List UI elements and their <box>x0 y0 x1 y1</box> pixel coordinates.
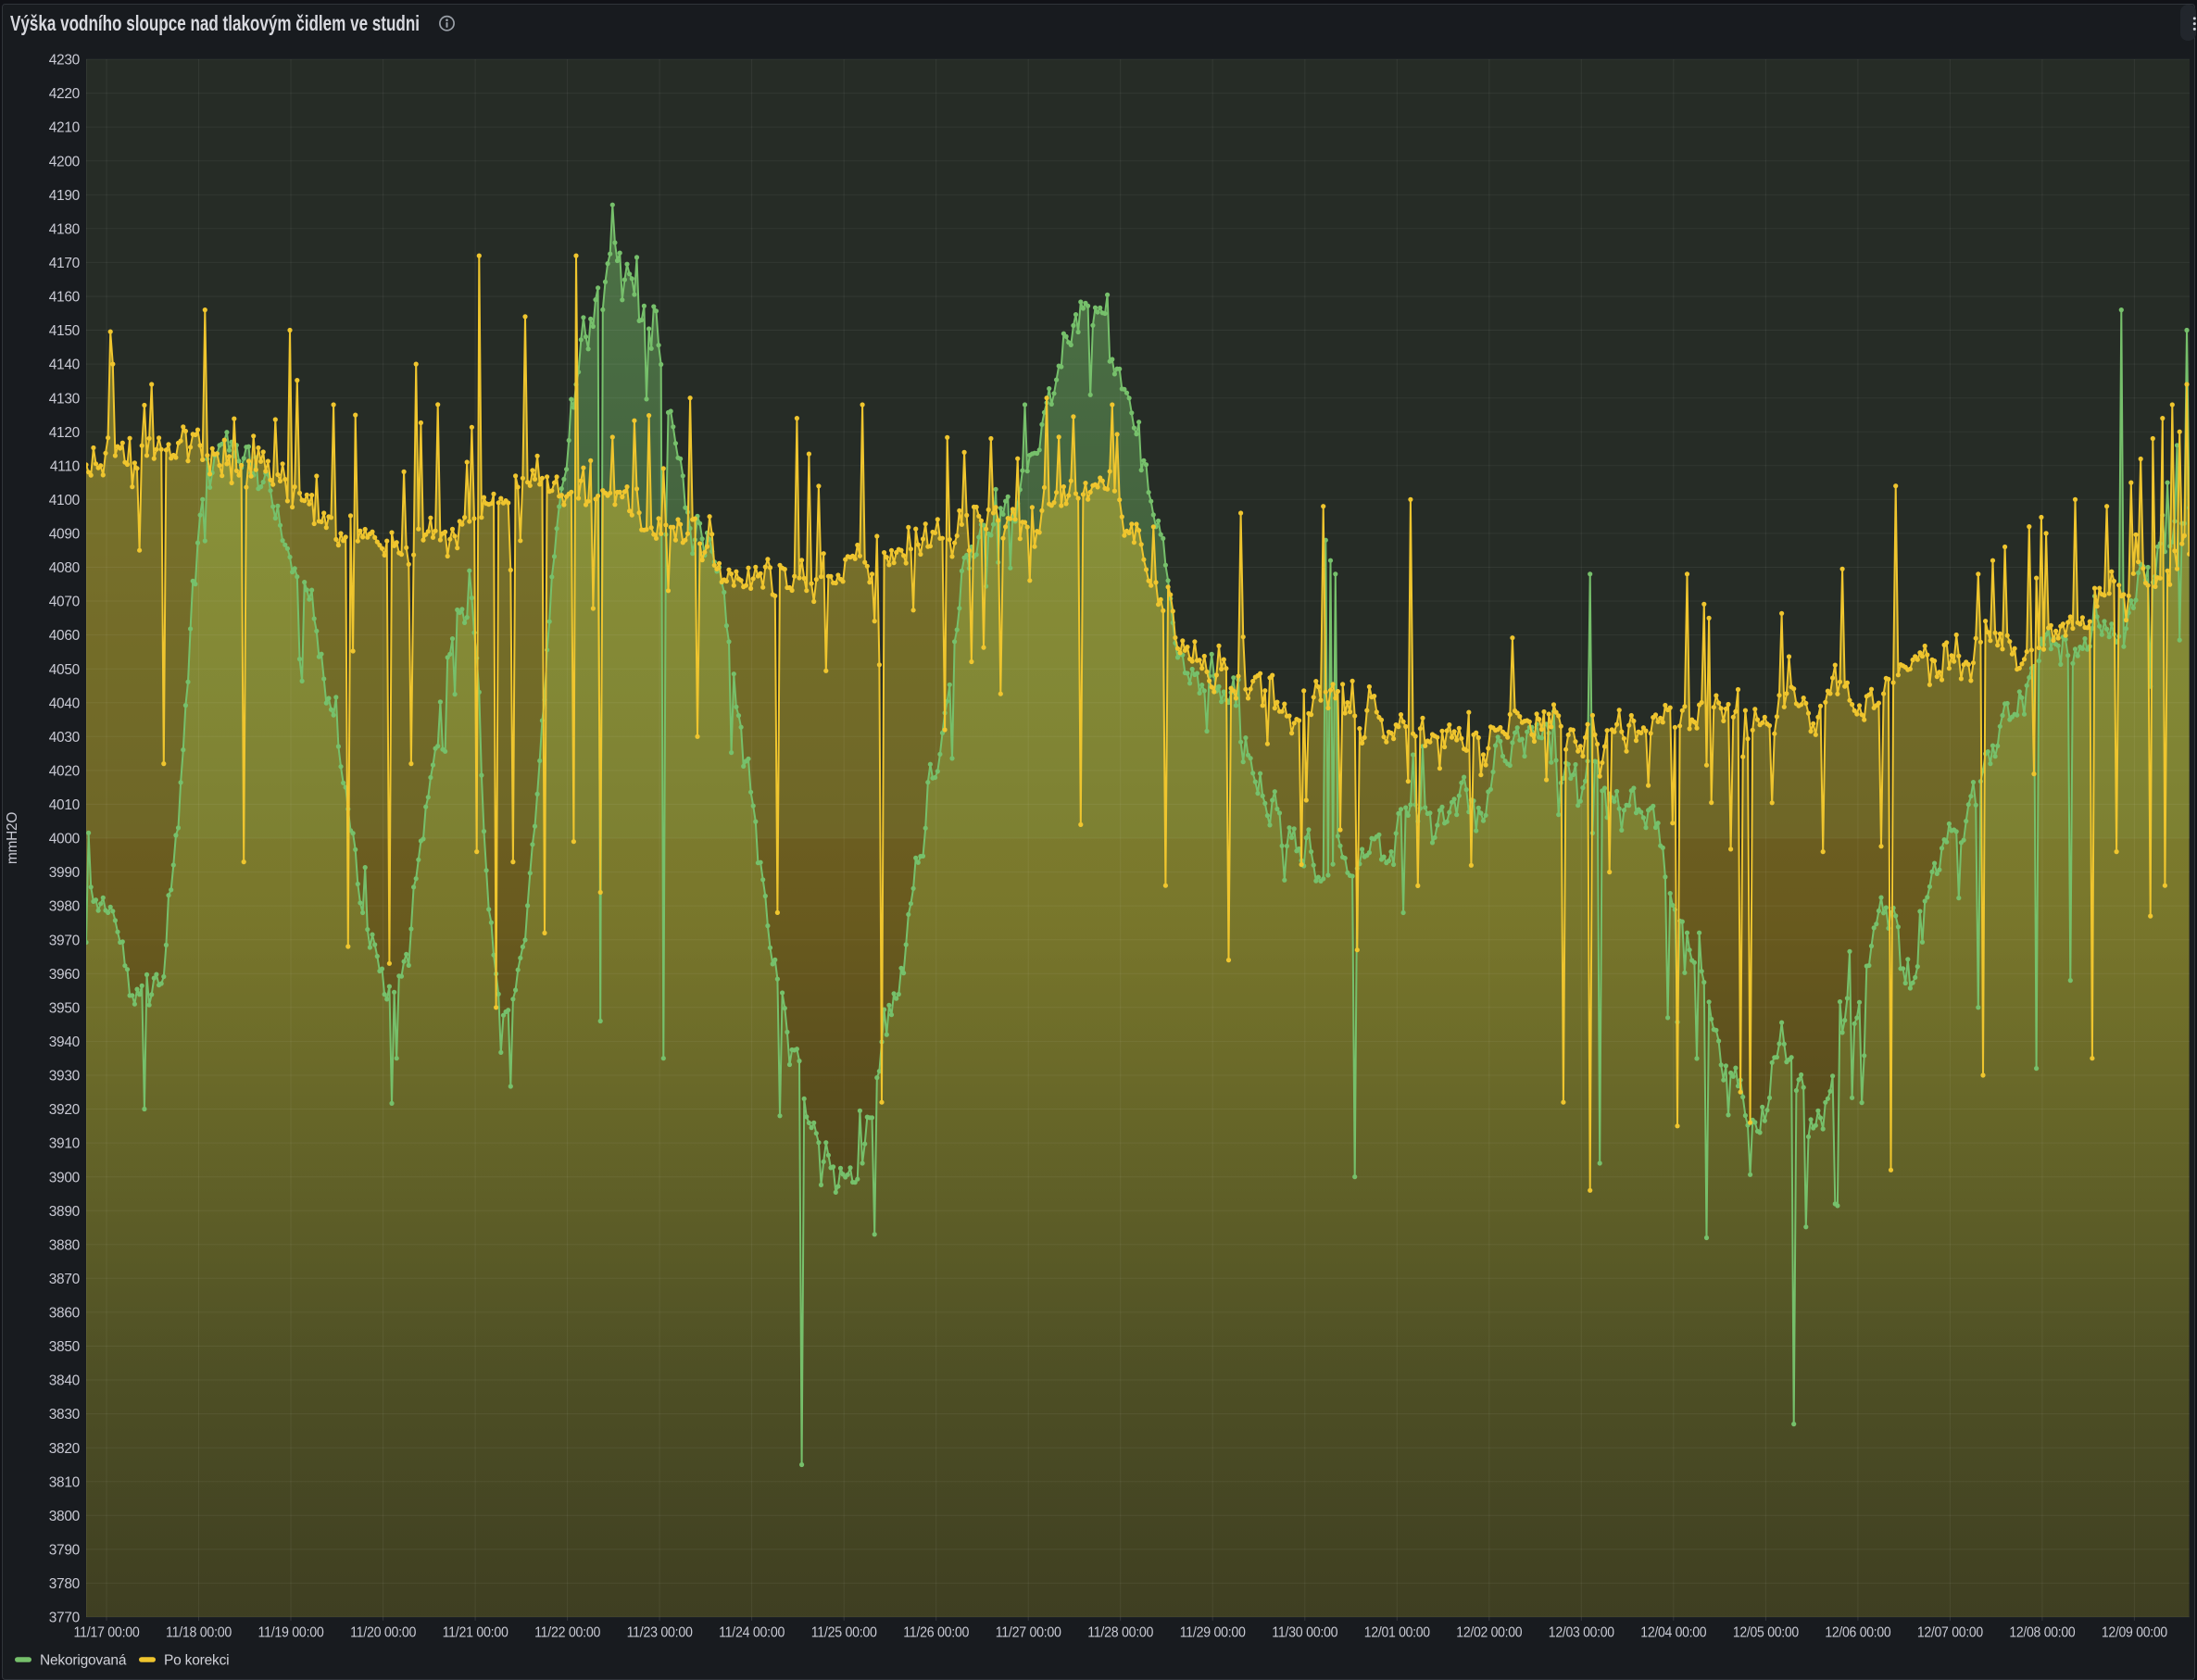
svg-text:11/30 00:00: 11/30 00:00 <box>1272 1625 1338 1641</box>
svg-text:11/28 00:00: 11/28 00:00 <box>1087 1625 1154 1641</box>
svg-text:12/09 00:00: 12/09 00:00 <box>2102 1625 2168 1641</box>
svg-text:12/08 00:00: 12/08 00:00 <box>2009 1625 2076 1641</box>
svg-text:4050: 4050 <box>49 662 81 678</box>
svg-text:4220: 4220 <box>49 86 81 102</box>
svg-text:Nekorigovaná: Nekorigovaná <box>40 1653 127 1669</box>
svg-text:3950: 3950 <box>49 1000 81 1016</box>
svg-text:12/02 00:00: 12/02 00:00 <box>1456 1625 1523 1641</box>
svg-text:4100: 4100 <box>49 493 81 508</box>
svg-text:3910: 3910 <box>49 1136 81 1152</box>
svg-text:12/05 00:00: 12/05 00:00 <box>1733 1625 1800 1641</box>
svg-text:11/26 00:00: 11/26 00:00 <box>903 1625 970 1641</box>
svg-text:3810: 3810 <box>49 1474 81 1490</box>
svg-text:4150: 4150 <box>49 323 81 339</box>
svg-text:3770: 3770 <box>49 1611 81 1626</box>
svg-text:3930: 3930 <box>49 1069 81 1084</box>
svg-text:4080: 4080 <box>49 560 81 576</box>
svg-text:4090: 4090 <box>49 527 81 543</box>
svg-text:4200: 4200 <box>49 154 81 169</box>
svg-text:3880: 3880 <box>49 1237 81 1253</box>
svg-text:12/01 00:00: 12/01 00:00 <box>1364 1625 1431 1641</box>
svg-text:3860: 3860 <box>49 1306 81 1322</box>
svg-text:Výška vodního sloupce nad tlak: Výška vodního sloupce nad tlakovým čidle… <box>10 11 420 35</box>
svg-text:11/22 00:00: 11/22 00:00 <box>534 1625 601 1641</box>
svg-text:4110: 4110 <box>50 458 81 474</box>
svg-text:4210: 4210 <box>49 120 81 136</box>
svg-text:3920: 3920 <box>49 1102 81 1118</box>
svg-text:11/21 00:00: 11/21 00:00 <box>443 1625 509 1641</box>
svg-text:4060: 4060 <box>49 628 81 644</box>
svg-text:3820: 3820 <box>49 1441 81 1457</box>
svg-text:3970: 3970 <box>49 933 81 948</box>
svg-text:11/25 00:00: 11/25 00:00 <box>811 1625 878 1641</box>
svg-text:4070: 4070 <box>49 595 81 610</box>
svg-text:3990: 3990 <box>49 865 81 881</box>
svg-text:4020: 4020 <box>49 764 81 780</box>
svg-text:11/24 00:00: 11/24 00:00 <box>719 1625 785 1641</box>
svg-text:4120: 4120 <box>49 425 81 441</box>
svg-text:4010: 4010 <box>49 797 81 813</box>
svg-text:3780: 3780 <box>49 1576 81 1592</box>
svg-text:4230: 4230 <box>49 53 81 69</box>
svg-text:4180: 4180 <box>49 221 81 237</box>
svg-text:12/04 00:00: 12/04 00:00 <box>1640 1625 1707 1641</box>
svg-text:11/29 00:00: 11/29 00:00 <box>1180 1625 1247 1641</box>
svg-text:3830: 3830 <box>49 1407 81 1423</box>
svg-text:3890: 3890 <box>49 1204 81 1220</box>
svg-text:11/20 00:00: 11/20 00:00 <box>350 1625 417 1641</box>
svg-text:4130: 4130 <box>49 391 81 407</box>
svg-text:3840: 3840 <box>49 1373 81 1389</box>
svg-text:3980: 3980 <box>49 899 81 915</box>
svg-text:4140: 4140 <box>49 357 81 373</box>
svg-text:11/23 00:00: 11/23 00:00 <box>627 1625 694 1641</box>
svg-text:3800: 3800 <box>49 1509 81 1524</box>
svg-text:3790: 3790 <box>49 1543 81 1559</box>
svg-text:11/27 00:00: 11/27 00:00 <box>996 1625 1062 1641</box>
svg-text:4170: 4170 <box>49 256 81 271</box>
svg-text:Po korekci: Po korekci <box>164 1653 229 1669</box>
svg-text:11/18 00:00: 11/18 00:00 <box>166 1625 232 1641</box>
svg-text:11/17 00:00: 11/17 00:00 <box>74 1625 141 1641</box>
svg-text:4190: 4190 <box>49 188 81 204</box>
svg-text:3940: 3940 <box>49 1034 81 1050</box>
svg-text:3850: 3850 <box>49 1339 81 1355</box>
svg-text:12/03 00:00: 12/03 00:00 <box>1549 1625 1615 1641</box>
svg-text:12/07 00:00: 12/07 00:00 <box>1917 1625 1984 1641</box>
svg-text:mmH2O: mmH2O <box>5 812 20 864</box>
svg-text:3870: 3870 <box>49 1272 81 1287</box>
svg-text:4030: 4030 <box>49 730 81 746</box>
svg-text:12/06 00:00: 12/06 00:00 <box>1825 1625 1891 1641</box>
svg-text:4040: 4040 <box>49 696 81 711</box>
svg-text:4160: 4160 <box>49 290 81 306</box>
svg-text:4000: 4000 <box>49 832 81 847</box>
svg-text:3960: 3960 <box>49 967 81 983</box>
svg-text:3900: 3900 <box>49 1170 81 1185</box>
svg-text:11/19 00:00: 11/19 00:00 <box>258 1625 325 1641</box>
